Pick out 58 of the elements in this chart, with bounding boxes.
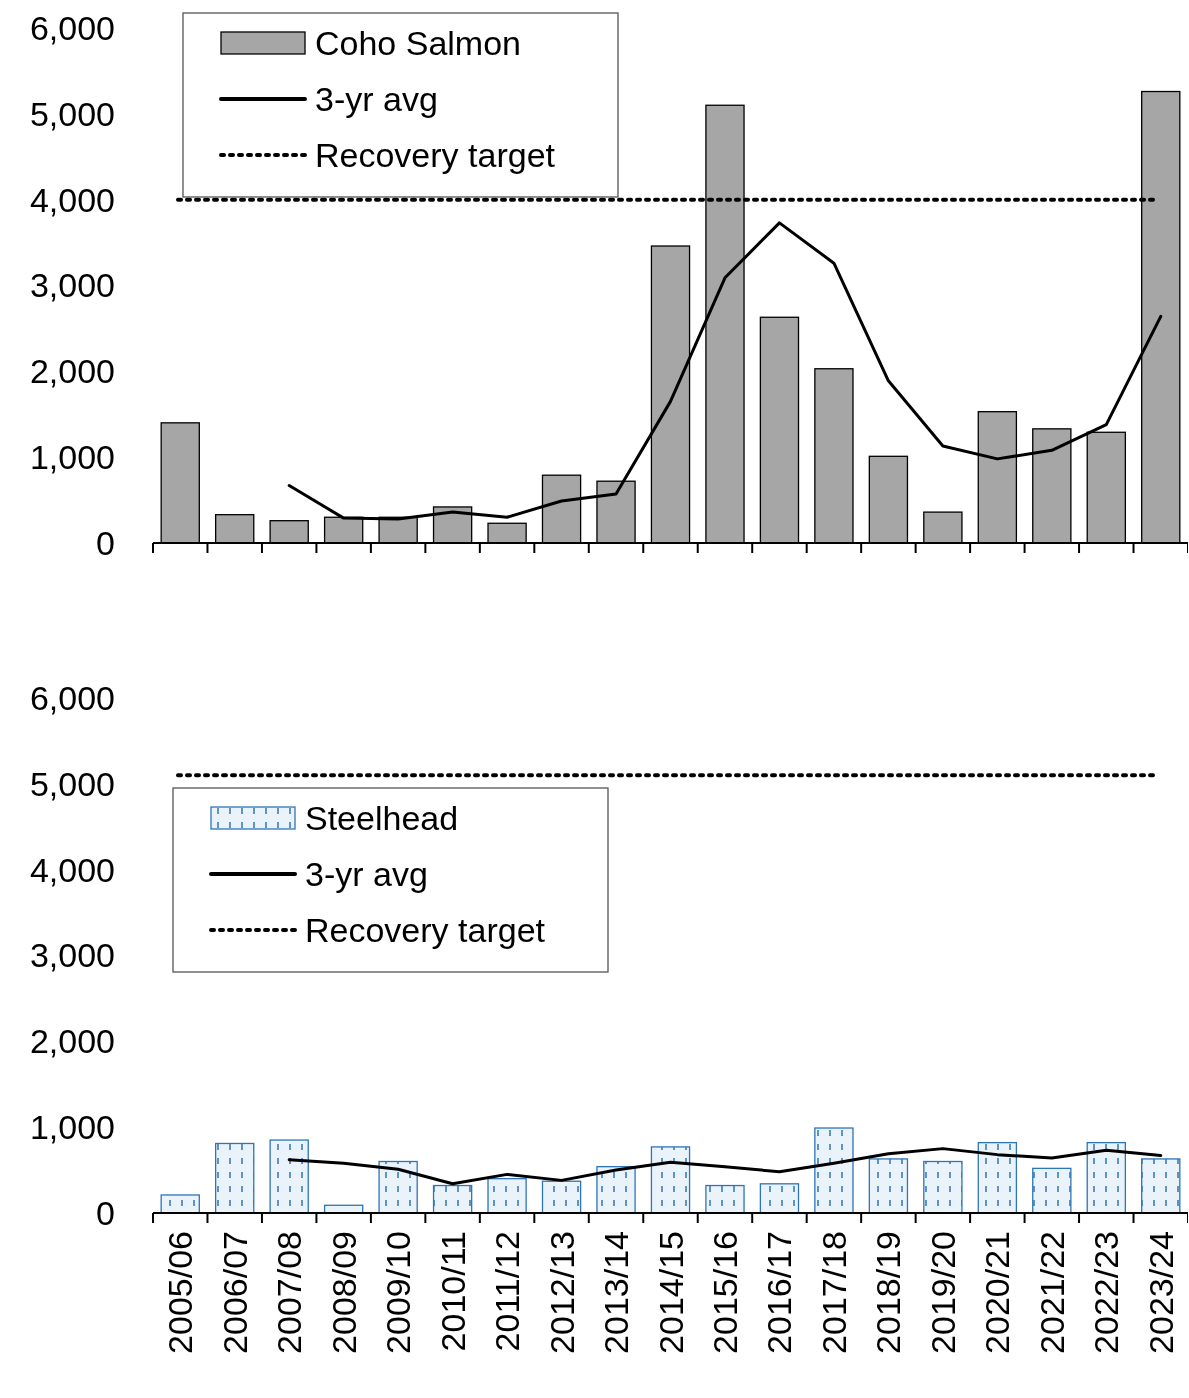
x-tick-label: 2021/22 [1032, 1231, 1071, 1354]
bar [977, 1141, 1018, 1214]
y-tick-label: 0 [96, 523, 115, 562]
x-tick-label: 2016/17 [760, 1231, 799, 1354]
legend-label: 3-yr avg [305, 854, 428, 893]
bar [269, 1139, 309, 1214]
y-tick-label: 4,000 [29, 180, 115, 219]
x-tick-label: 2013/14 [597, 1231, 636, 1354]
bar [923, 1160, 963, 1214]
y-tick-label: 1,000 [29, 1108, 115, 1147]
legend-label: Steelhead [305, 798, 459, 837]
x-tick-label: 2006/07 [215, 1231, 254, 1354]
x-tick-label: 2018/19 [869, 1231, 908, 1354]
x-tick-label: 2009/10 [379, 1231, 418, 1354]
bar [215, 1142, 255, 1214]
x-tick-label: 2008/09 [324, 1231, 363, 1354]
x-tick-label: 2022/23 [1087, 1231, 1126, 1354]
bar [487, 1178, 527, 1214]
bar [868, 1158, 909, 1214]
y-tick-label: 3,000 [29, 266, 115, 305]
line-series [287, 1147, 1163, 1186]
bar [160, 1194, 200, 1214]
bar [541, 1180, 582, 1214]
y-tick-label: 4,000 [29, 850, 115, 889]
bar [705, 1184, 745, 1214]
bar [432, 1184, 473, 1214]
y-tick-label: 0 [96, 1193, 115, 1232]
bar [650, 1146, 691, 1214]
bar [759, 1183, 800, 1214]
x-tick-label: 2011/12 [488, 1231, 527, 1352]
legend-label: Coho Salmon [315, 23, 522, 62]
legend-label: 3-yr avg [315, 79, 438, 118]
y-tick-label: 3,000 [29, 936, 115, 975]
x-tick-label: 2010/11 [433, 1231, 472, 1352]
x-tick-label: 2012/13 [542, 1231, 581, 1354]
bar [1141, 1158, 1181, 1214]
bar [378, 1160, 418, 1214]
legend-label: Recovery target [305, 910, 546, 949]
x-tick-label: 2017/18 [814, 1231, 853, 1354]
x-tick-label: 2023/24 [1141, 1231, 1180, 1354]
x-tick-label: 2015/16 [705, 1231, 744, 1354]
x-tick-label: 2005/06 [161, 1231, 200, 1354]
y-tick-label: 6,000 [29, 678, 115, 717]
x-tick-label: 2019/20 [923, 1231, 962, 1354]
y-tick-label: 5,000 [29, 764, 115, 803]
x-tick-label: 2014/15 [651, 1231, 690, 1354]
x-tick-label: 2007/08 [270, 1231, 309, 1354]
y-tick-label: 2,000 [29, 352, 115, 391]
y-tick-label: 5,000 [29, 94, 115, 133]
legend-label: Recovery target [315, 135, 556, 174]
bar [814, 1127, 854, 1214]
bar [1032, 1167, 1072, 1214]
y-tick-label: 1,000 [29, 438, 115, 477]
bar [1086, 1141, 1126, 1214]
y-tick-label: 6,000 [29, 8, 115, 47]
bar [596, 1166, 636, 1214]
y-tick-label: 2,000 [29, 1022, 115, 1061]
x-tick-label: 2020/21 [978, 1231, 1017, 1354]
